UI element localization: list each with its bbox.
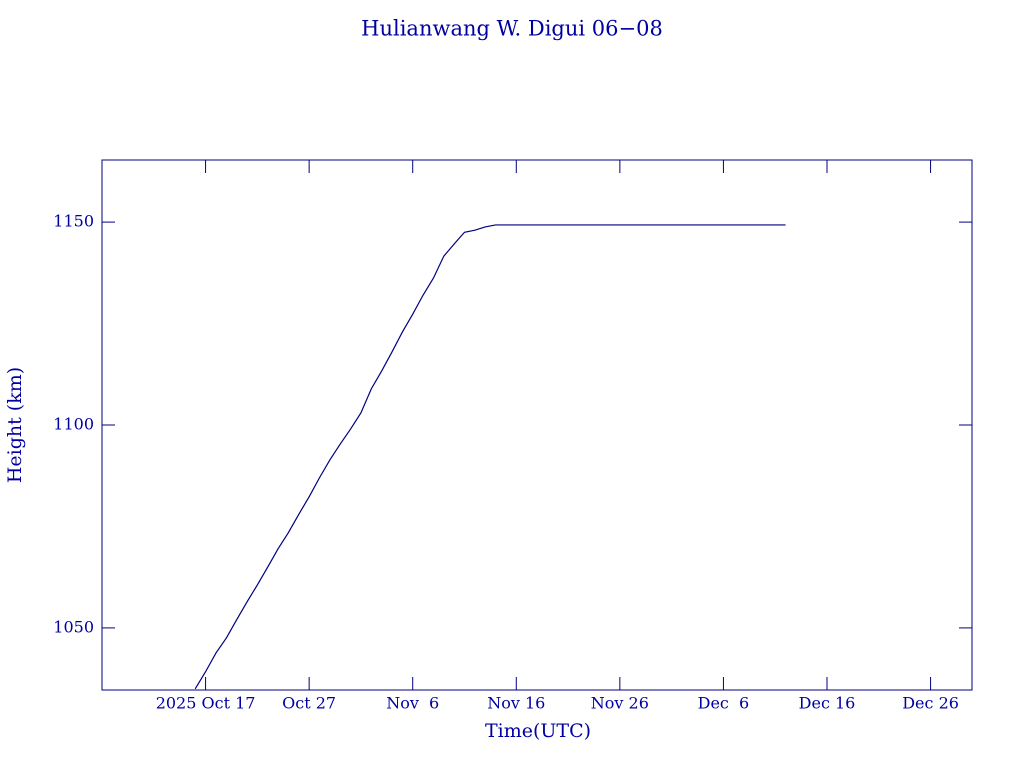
x-tick-label: Nov 6	[386, 694, 439, 713]
x-tick-label: Dec 6	[698, 694, 750, 713]
data-line	[194, 224, 786, 690]
y-tick-label: 1050	[53, 617, 94, 636]
y-tick-label: 1100	[53, 415, 94, 434]
plot-frame	[101, 159, 973, 691]
x-tick-label: Dec 26	[902, 694, 959, 713]
x-tick-label: 2025 Oct 17	[156, 694, 256, 713]
x-axis-label: Time(UTC)	[485, 720, 591, 742]
x-tick-label: Dec 16	[799, 694, 856, 713]
chart-title: Hulianwang W. Digui 06−08	[361, 17, 663, 41]
x-tick-label: Oct 27	[282, 694, 336, 713]
y-axis-label: Height (km)	[4, 367, 26, 483]
y-tick-label: 1150	[53, 212, 94, 231]
x-tick-label: Nov 16	[487, 694, 545, 713]
x-tick-label: Nov 26	[591, 694, 649, 713]
